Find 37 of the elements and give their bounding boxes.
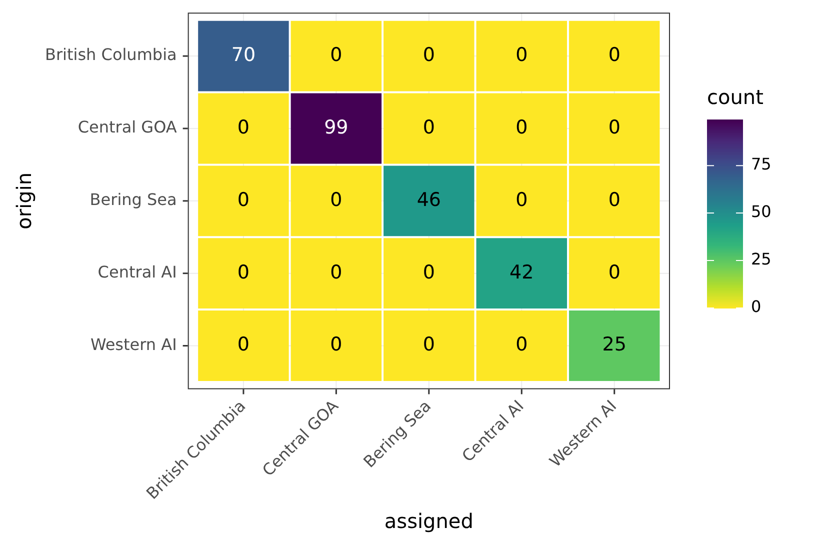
- data-label: 0: [608, 188, 620, 211]
- y-tick-label: Western AI: [90, 334, 177, 354]
- data-label: 0: [422, 261, 435, 284]
- y-tick-label: Central GOA: [78, 118, 177, 137]
- y-tick-label: British Columbia: [44, 45, 177, 64]
- x-axis-title: assigned: [384, 509, 474, 534]
- data-label: 46: [416, 188, 442, 211]
- data-label: 0: [422, 44, 435, 66]
- data-label: 0: [237, 261, 250, 284]
- data-label: 0: [608, 261, 620, 284]
- color-bar-title: count: [707, 85, 764, 109]
- data-label: 0: [422, 334, 435, 356]
- data-label: 0: [516, 334, 528, 356]
- color-bar-label: 25: [751, 250, 772, 269]
- data-label: 0: [422, 116, 435, 138]
- data-label: 0: [237, 116, 250, 138]
- data-label: 70: [231, 44, 256, 66]
- color-bar-label: 0: [751, 297, 762, 316]
- data-label: 0: [237, 188, 250, 211]
- data-label: 0: [516, 188, 528, 211]
- y-tick-label: Bering Sea: [90, 190, 177, 210]
- data-label: 25: [602, 334, 626, 356]
- y-tick-label: Central AI: [98, 262, 177, 282]
- data-label: 0: [237, 334, 250, 356]
- data-label: 0: [516, 116, 528, 138]
- data-label: 0: [608, 44, 620, 66]
- data-label: 0: [608, 116, 620, 138]
- data-label: 99: [324, 116, 348, 138]
- y-axis-title: origin: [12, 172, 36, 230]
- data-label: 0: [516, 44, 528, 66]
- data-label: 0: [330, 188, 342, 211]
- color-bar-label: 75: [751, 154, 772, 174]
- data-label: 0: [330, 261, 342, 284]
- data-label: 42: [510, 261, 534, 284]
- data-label: 0: [330, 334, 342, 356]
- data-label: 0: [330, 44, 342, 66]
- color-bar-label: 50: [751, 202, 772, 222]
